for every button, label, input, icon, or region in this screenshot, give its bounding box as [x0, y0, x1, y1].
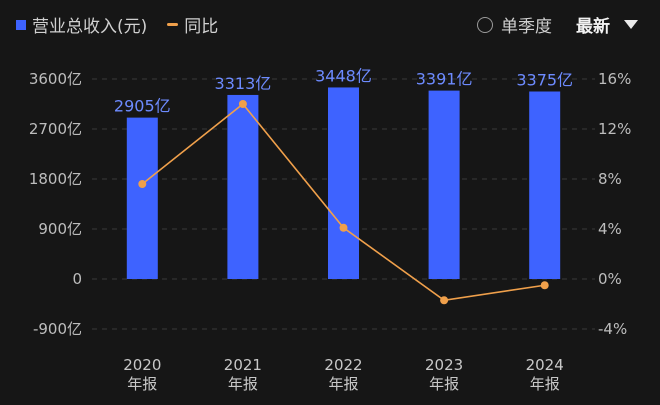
quarterly-radio[interactable] [477, 16, 493, 33]
chart-controls: 单季度 最新 [477, 12, 638, 37]
x-tick-label: 年报 [429, 375, 459, 393]
x-tick-label: 2021 [224, 356, 262, 374]
bar-data-label: 3391亿 [416, 70, 473, 89]
x-tick-label: 2022 [324, 356, 362, 374]
y-right-tick-label: 16% [598, 70, 631, 88]
legend: 营业总收入(元) 同比 [16, 12, 218, 37]
bar-data-label: 3313亿 [215, 74, 272, 93]
revenue-bar [227, 94, 259, 279]
y-left-tick-label: 900亿 [38, 220, 82, 238]
legend-line-label: 同比 [184, 17, 219, 37]
legend-line-swatch [167, 23, 179, 26]
legend-bar-label: 营业总收入(元) [32, 17, 148, 37]
revenue-bar [428, 90, 460, 279]
caret-down-icon[interactable] [624, 20, 638, 29]
y-right-tick-label: 4% [598, 220, 622, 238]
sort-latest-label[interactable]: 最新 [576, 17, 610, 37]
yoy-point [138, 180, 147, 188]
bar-data-label: 3448亿 [315, 66, 372, 85]
y-right-tick-label: -4% [598, 320, 627, 338]
yoy-point [339, 223, 348, 232]
y-right-tick-label: 0% [598, 270, 622, 288]
y-left-tick-label: -900亿 [33, 320, 82, 338]
bar-data-label: 3375亿 [516, 71, 573, 90]
x-tick-label: 2020 [123, 356, 161, 374]
revenue-bar [126, 117, 158, 279]
revenue-bar [529, 91, 561, 279]
bar-data-label: 2905亿 [114, 97, 171, 116]
y-right-tick-label: 8% [598, 170, 622, 188]
y-left-tick-label: 1800亿 [29, 170, 82, 188]
y-left-tick-label: 3600亿 [29, 70, 82, 88]
x-tick-label: 2024 [526, 356, 564, 374]
x-tick-label: 年报 [328, 375, 358, 393]
quarterly-label[interactable]: 单季度 [501, 17, 552, 37]
x-tick-label: 年报 [228, 375, 258, 393]
revenue-bar [328, 87, 359, 279]
legend-bar-swatch [16, 19, 26, 30]
y-left-tick-label: 2700亿 [29, 120, 82, 138]
x-tick-label: 2023 [425, 356, 463, 374]
yoy-point [238, 100, 247, 108]
y-left-tick-label: 0 [72, 270, 82, 288]
yoy-point [540, 281, 549, 290]
x-tick-label: 年报 [530, 375, 560, 393]
yoy-point [440, 296, 449, 305]
x-tick-label: 年报 [127, 375, 157, 393]
y-right-tick-label: 12% [598, 120, 631, 138]
